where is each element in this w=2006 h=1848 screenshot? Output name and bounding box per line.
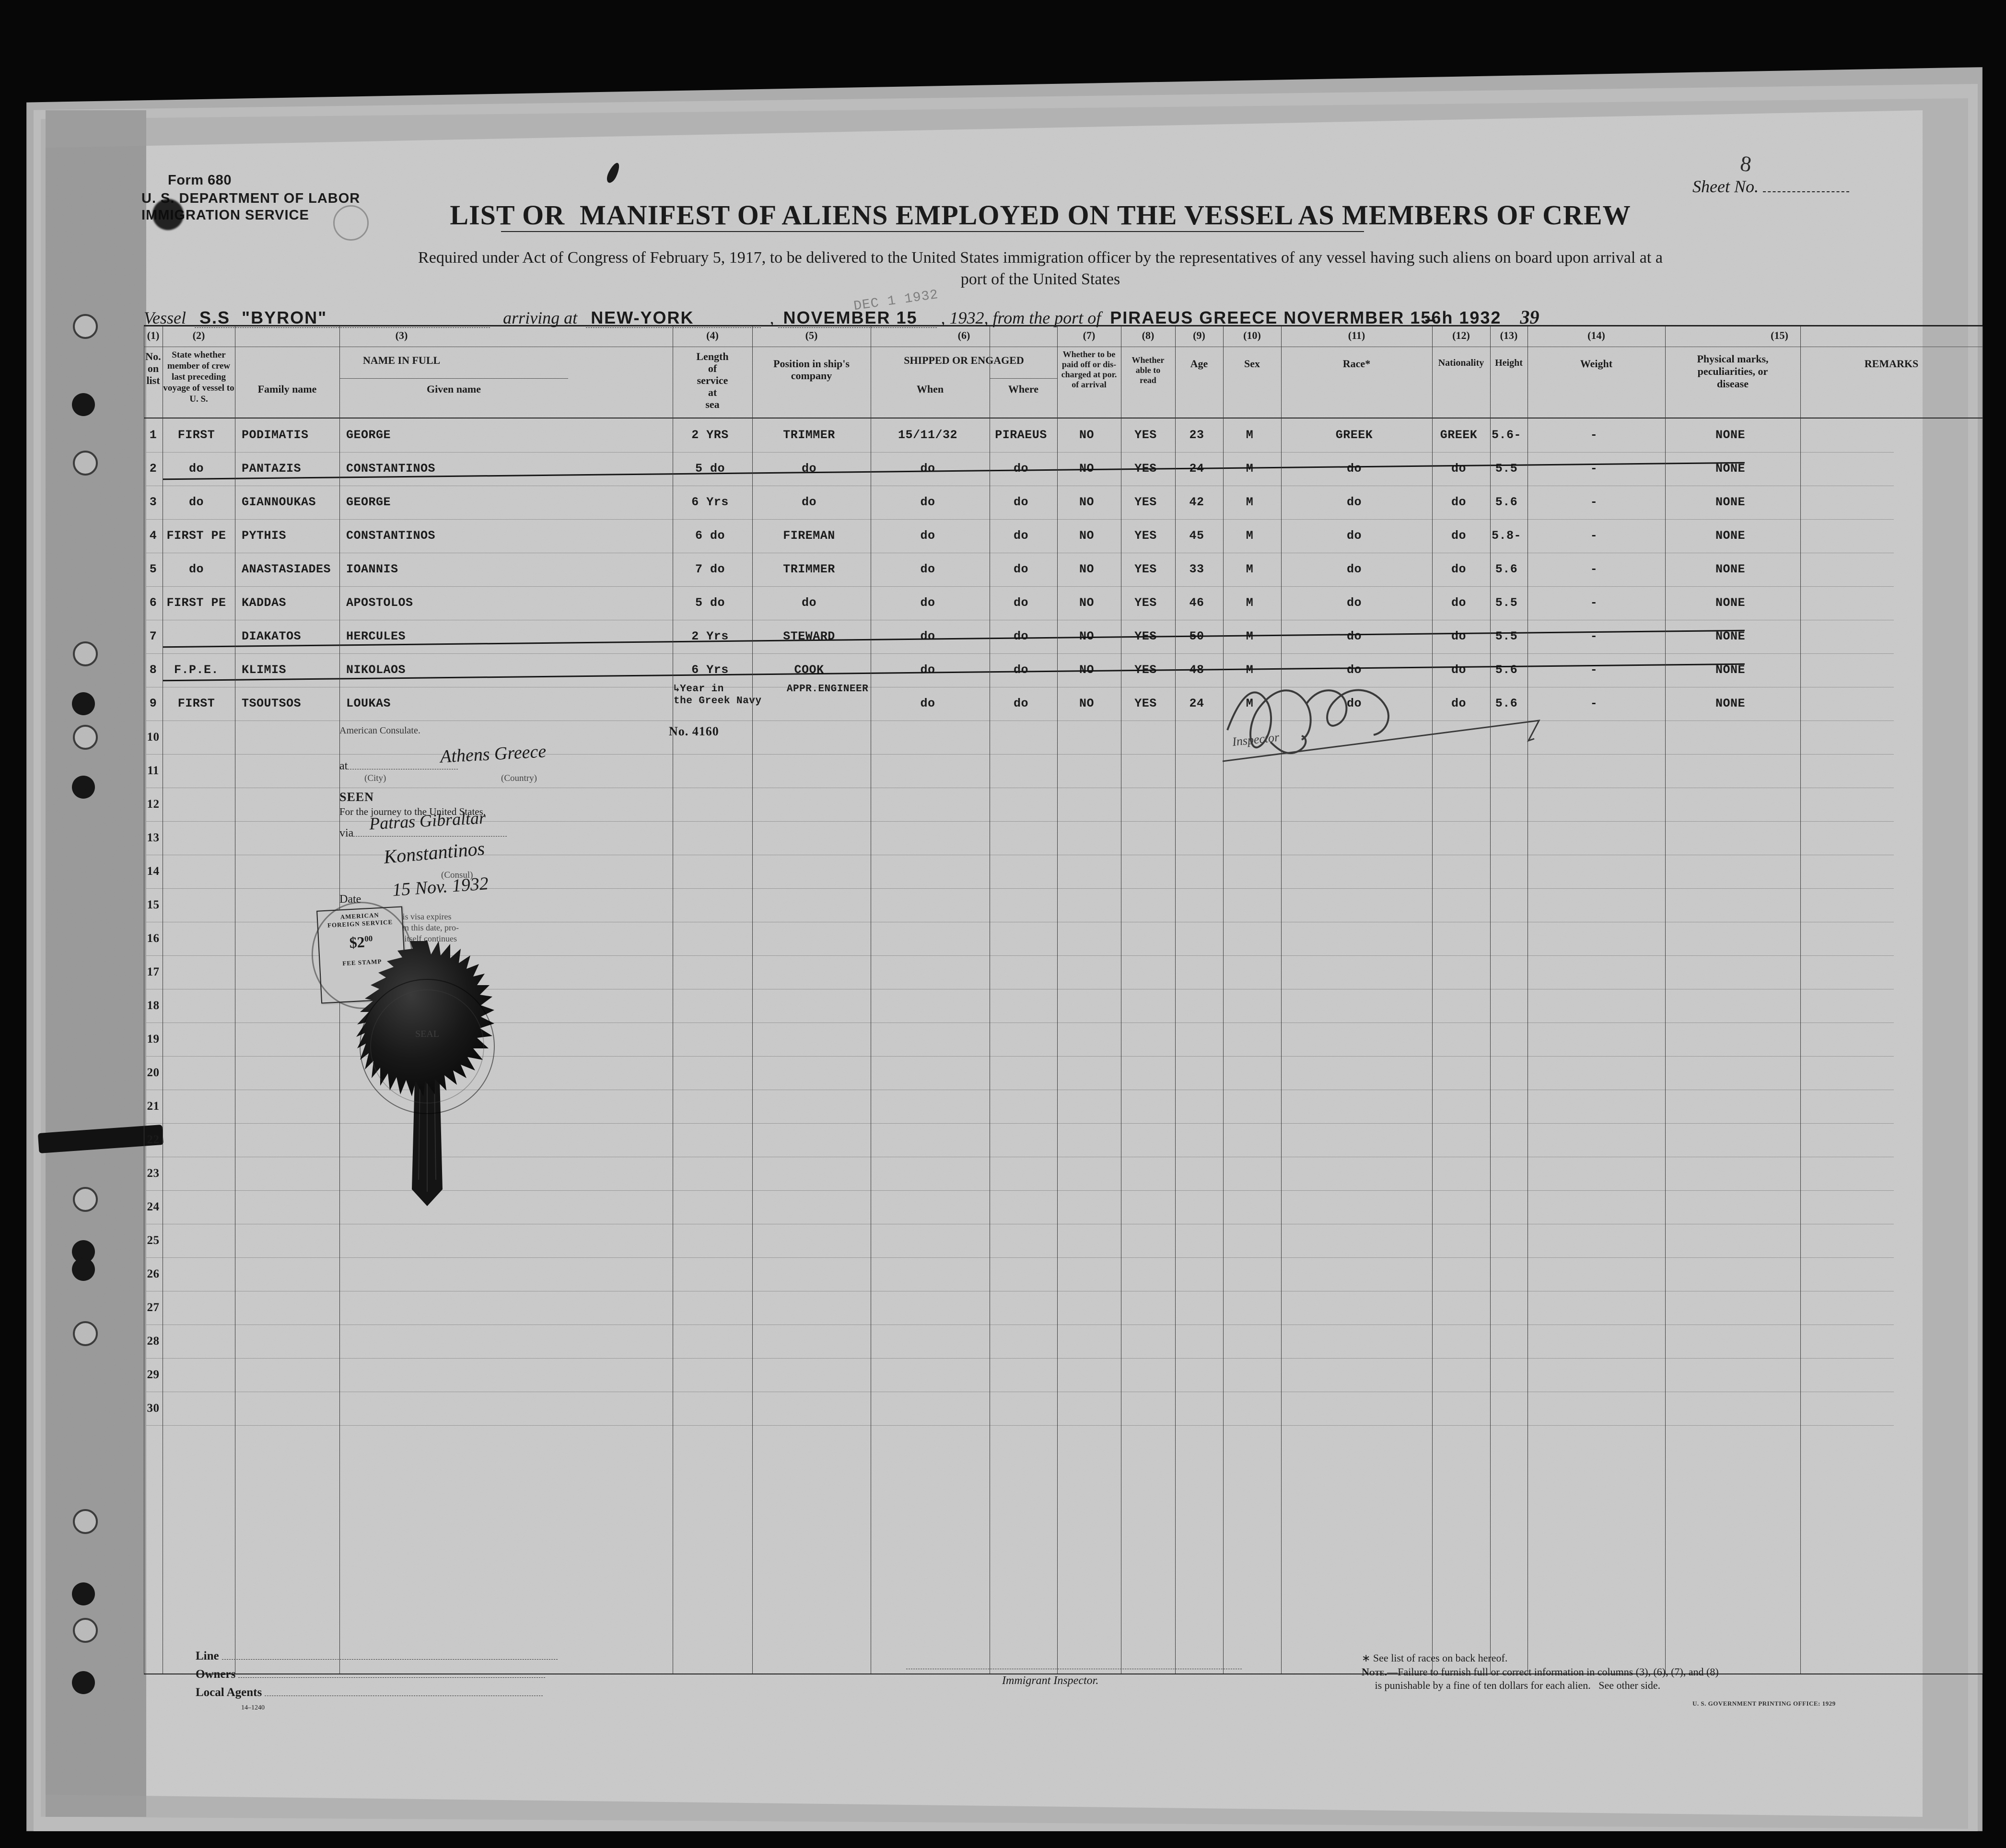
svg-text:SEAL: SEAL xyxy=(415,1029,439,1039)
